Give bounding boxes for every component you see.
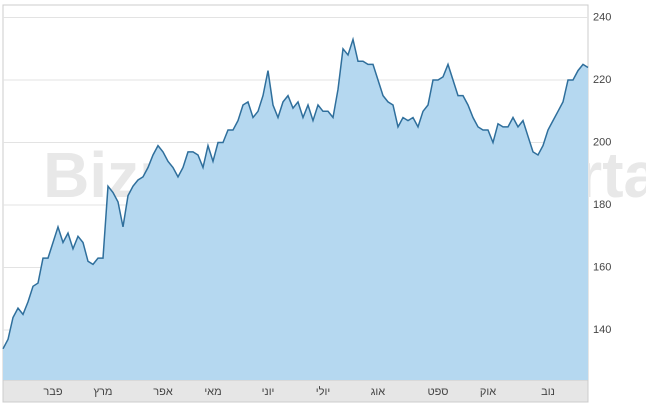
area <box>3 39 588 381</box>
x-tick-label: אפר <box>153 386 173 398</box>
x-tick-label: אוק <box>480 386 496 398</box>
x-tick-label: יולי <box>316 385 330 398</box>
x-tick-label: נוב <box>541 386 555 398</box>
y-tick-label: 140 <box>593 324 611 336</box>
y-tick-label: 240 <box>593 11 611 23</box>
y-tick-label: 220 <box>593 74 611 86</box>
x-tick-label: פבר <box>43 386 62 398</box>
x-tick-label: מאי <box>204 386 221 398</box>
x-tick-label: מרץ <box>94 386 113 398</box>
y-tick-label: 160 <box>593 261 611 273</box>
x-tick-label: ספט <box>428 386 449 398</box>
y-tick-label: 200 <box>593 136 611 148</box>
line <box>2 36 589 350</box>
x-tick-label: אוג <box>371 386 386 398</box>
x-axis-strip <box>2 379 589 403</box>
y-tick-label: 180 <box>593 199 611 211</box>
x-tick-label: יוני <box>262 386 275 398</box>
